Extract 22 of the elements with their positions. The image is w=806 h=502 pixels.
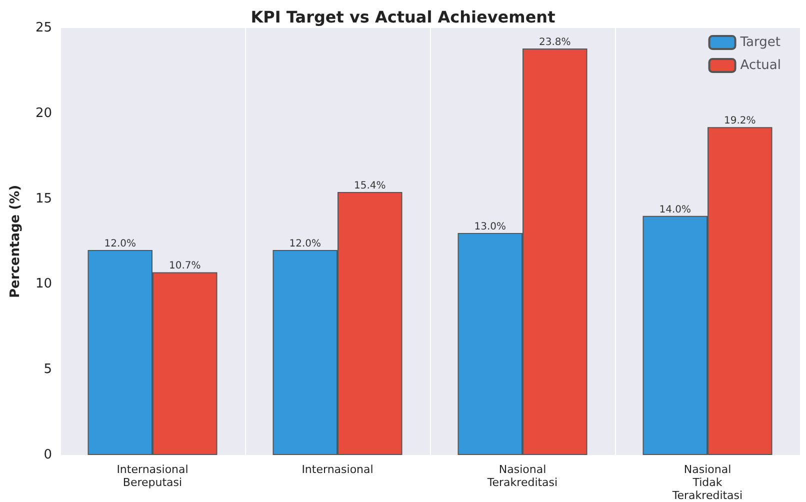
data-label: 14.0%	[659, 204, 692, 216]
y-tick-label: 25	[35, 20, 52, 36]
x-tick-label: Nasional Terakreditasi	[486, 463, 558, 489]
legend-label: Target	[739, 35, 780, 50]
y-tick-label: 15	[35, 191, 52, 206]
data-label: 10.7%	[168, 260, 201, 272]
y-axis-title: Percentage (%)	[8, 184, 23, 298]
x-tick-label: Internasional	[302, 463, 374, 476]
y-tick-label: 10	[35, 276, 52, 292]
data-label: 13.0%	[474, 221, 506, 232]
chart-title: KPI Target vs Actual Achievement	[250, 8, 556, 26]
data-label: 23.8%	[538, 36, 571, 48]
y-tick-label: 0	[44, 448, 52, 462]
x-tick-label: Nasional Tidak Terakreditasi	[671, 463, 743, 502]
x-tick-label: Internasional Bereputasi	[116, 463, 188, 489]
legend-label: Actual	[740, 58, 782, 73]
data-label: 19.2%	[724, 116, 756, 127]
data-label: 15.4%	[354, 180, 386, 192]
data-label: 12.0%	[289, 238, 322, 250]
y-tick-label: 5	[44, 362, 52, 378]
data-label: 12.0%	[104, 238, 136, 250]
y-tick-label: 20	[35, 106, 52, 121]
